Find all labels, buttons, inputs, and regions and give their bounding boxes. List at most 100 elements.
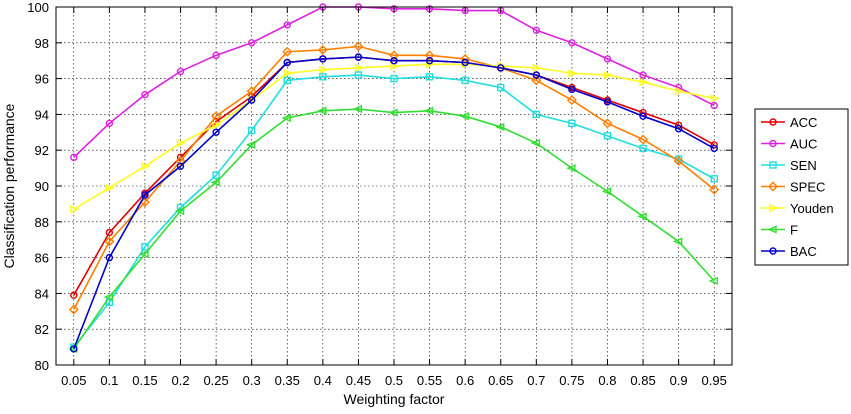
data-point-youden <box>425 60 436 69</box>
x-tick-label: 0.15 <box>132 373 157 388</box>
x-tick-label: 0.55 <box>417 373 442 388</box>
data-point-youden <box>283 69 294 78</box>
data-point-f <box>174 206 185 216</box>
data-point-bac <box>70 345 78 353</box>
x-tick-label: 0.95 <box>702 373 727 388</box>
data-point-f <box>459 112 469 121</box>
series-youden <box>70 60 720 214</box>
data-point-spec <box>709 184 720 195</box>
data-point-bac <box>354 53 363 61</box>
legend-entry-acc: ACC <box>761 115 817 130</box>
data-point-spec <box>353 41 364 52</box>
x-tick-label: 0.05 <box>61 373 86 388</box>
series-bac <box>70 53 718 353</box>
data-point-acc <box>105 228 114 237</box>
legend-marker-youden <box>769 203 779 213</box>
data-point-f <box>637 212 647 221</box>
data-point-auc <box>639 71 647 79</box>
data-point-youden <box>105 183 116 192</box>
data-point-spec <box>211 111 222 122</box>
legend-label-youden: Youden <box>790 201 834 216</box>
data-point-spec <box>389 50 399 61</box>
data-point-bac <box>568 85 576 94</box>
data-point-sen <box>283 76 291 85</box>
data-point-acc <box>70 291 78 299</box>
data-point-auc <box>532 26 541 34</box>
x-tick-label: 0.7 <box>527 373 545 388</box>
x-tick-label: 0.1 <box>100 373 118 388</box>
data-point-f <box>388 108 398 117</box>
data-point-auc <box>176 67 185 76</box>
data-point-auc <box>247 39 256 47</box>
data-point-f <box>672 237 683 246</box>
data-point-bac <box>176 162 185 171</box>
data-point-bac <box>532 71 541 79</box>
data-point-sen <box>247 126 256 135</box>
data-point-bac <box>603 98 612 106</box>
data-point-bac <box>497 64 505 72</box>
data-point-bac <box>461 58 469 67</box>
legend-label-spec: SPEC <box>790 180 825 195</box>
data-point-auc <box>603 55 612 63</box>
data-point-spec <box>638 134 649 145</box>
data-point-sen <box>354 71 363 79</box>
data-point-spec <box>566 95 577 106</box>
x-tick-label: 0.4 <box>314 373 332 388</box>
data-point-bac <box>674 125 683 133</box>
series-f <box>68 104 718 353</box>
data-point-bac <box>710 144 718 153</box>
y-axis-ticks: 80 82 84 86 88 90 92 94 96 98 100 <box>27 0 732 373</box>
data-point-f <box>139 249 149 259</box>
y-tick-label: 96 <box>35 72 49 87</box>
y-tick-label: 88 <box>35 215 49 230</box>
data-point-f <box>530 138 541 148</box>
series-line-sen <box>73 74 715 348</box>
series-line-f <box>73 108 715 350</box>
x-tick-label: 0.9 <box>670 373 688 388</box>
data-point-bac <box>247 96 256 104</box>
data-point-auc <box>710 101 718 110</box>
data-point-bac <box>390 57 398 65</box>
data-point-bac <box>141 191 149 199</box>
legend-entry-auc: AUC <box>761 137 817 152</box>
data-point-sen <box>212 171 220 179</box>
legend-label-auc: AUC <box>790 137 817 152</box>
data-point-f <box>317 106 327 115</box>
data-point-auc <box>212 51 220 60</box>
series-line-bac <box>73 56 715 350</box>
x-axis-label: Weighting factor <box>344 391 445 407</box>
data-point-spec <box>68 304 79 315</box>
data-point-f <box>423 106 434 115</box>
legend-marker-acc <box>769 118 777 126</box>
data-point-spec <box>673 155 684 166</box>
x-axis-ticks: 0.05 0.1 0.15 0.2 0.25 0.3 0.35 0.4 0.45 0.5 0.55 0… <box>61 7 727 388</box>
data-point-spec <box>246 86 257 97</box>
data-point-auc <box>141 91 149 99</box>
data-point-youden <box>141 162 151 171</box>
legend-label-sen: SEN <box>790 158 817 173</box>
data-point-youden <box>603 70 614 80</box>
y-tick-label: 92 <box>35 143 49 158</box>
x-tick-label: 0.65 <box>488 373 513 388</box>
data-point-youden <box>639 78 649 87</box>
data-point-sen <box>639 144 647 153</box>
legend: ACC AUC SEN SPEC Youden F BAC <box>754 108 849 266</box>
data-point-youden <box>70 205 80 214</box>
legend-label-f: F <box>790 223 798 238</box>
data-point-sen <box>603 132 612 140</box>
data-point-bac <box>283 58 291 67</box>
legend-marker-spec <box>768 181 778 192</box>
x-tick-label: 0.35 <box>275 373 300 388</box>
data-point-auc <box>568 39 576 47</box>
data-point-youden <box>319 65 329 74</box>
data-point-youden <box>710 94 720 103</box>
data-point-youden <box>390 62 400 71</box>
y-tick-label: 90 <box>35 179 49 194</box>
data-point-bac <box>319 55 327 63</box>
y-tick-label: 100 <box>27 0 49 15</box>
data-point-sen <box>425 73 434 81</box>
data-point-youden <box>532 63 543 72</box>
data-point-bac <box>639 112 647 120</box>
series-line-youden <box>73 63 715 210</box>
data-point-spec <box>602 118 613 129</box>
